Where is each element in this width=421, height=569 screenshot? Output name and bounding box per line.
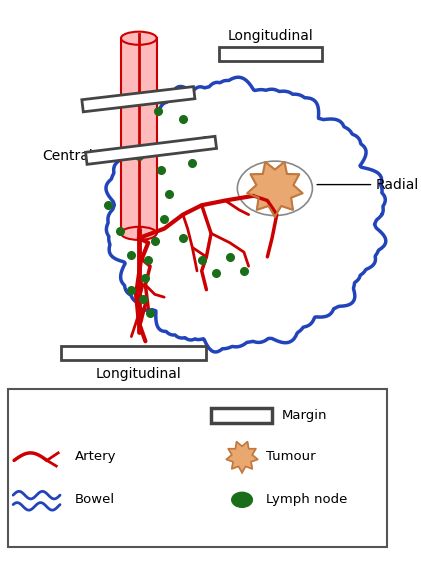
Text: Margin: Margin xyxy=(282,409,327,422)
Polygon shape xyxy=(247,162,303,216)
Text: Longitudinal: Longitudinal xyxy=(96,366,182,381)
Bar xyxy=(211,408,272,423)
Ellipse shape xyxy=(121,227,157,240)
Bar xyxy=(121,38,157,233)
Polygon shape xyxy=(82,86,195,112)
Text: Lymph node: Lymph node xyxy=(266,493,348,506)
Polygon shape xyxy=(106,77,386,352)
Bar xyxy=(8,389,387,547)
Ellipse shape xyxy=(121,32,157,45)
Text: Radial: Radial xyxy=(375,178,418,192)
Text: Artery: Artery xyxy=(75,450,117,463)
Text: Tumour: Tumour xyxy=(266,450,316,463)
Ellipse shape xyxy=(232,492,252,508)
Text: Central: Central xyxy=(42,150,93,163)
Text: Bowel: Bowel xyxy=(75,493,115,506)
Bar xyxy=(61,346,206,360)
Bar xyxy=(218,47,322,61)
Polygon shape xyxy=(85,137,216,164)
Text: Longitudinal: Longitudinal xyxy=(227,29,313,43)
Polygon shape xyxy=(226,442,258,473)
